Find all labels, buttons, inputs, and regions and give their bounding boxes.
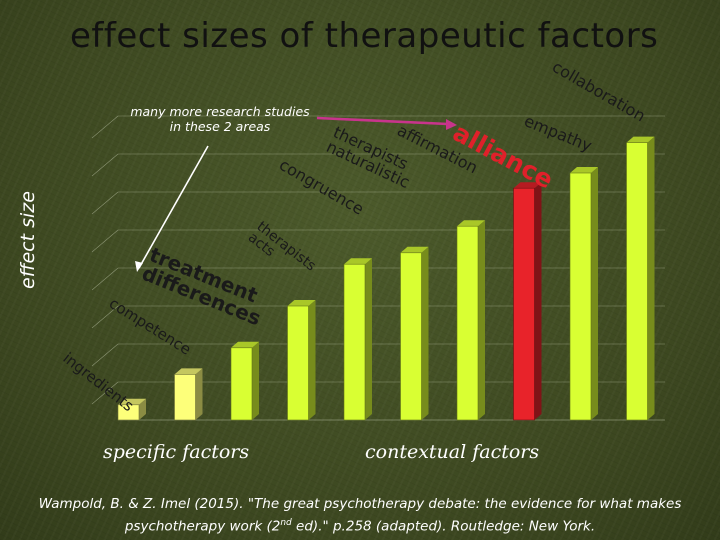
bar-competence (174, 368, 203, 421)
arrow-to-treatment (138, 145, 209, 269)
bar-treatment-differences (230, 341, 259, 421)
bar-label-2: treatmentdifferences (139, 242, 272, 330)
bar-therapists-acts (287, 300, 316, 421)
gridline (91, 115, 119, 139)
bar-therapists-naturalistic (400, 246, 429, 421)
gridline (91, 191, 119, 215)
bar-label-8: empathy (522, 111, 595, 155)
gridline (91, 267, 119, 291)
arrow-to-alliance (316, 116, 449, 126)
gridline (91, 153, 119, 177)
bar-label-3: therapistsacts (245, 219, 319, 286)
arrow-head (446, 119, 457, 130)
bar-empathy (569, 167, 598, 421)
citation: Wampold, B. & Z. Imel (2015). "The great… (38, 496, 682, 535)
gridline (91, 305, 119, 329)
gridline (91, 343, 119, 367)
bar-affirmation (456, 220, 485, 421)
bar-alliance (513, 182, 542, 421)
annotation-arrows (135, 116, 457, 272)
group-label-contextual: contextual factors (365, 441, 540, 463)
bar-ingredients (117, 398, 146, 421)
gridline (91, 381, 119, 405)
bar-label-1: competence (106, 294, 194, 358)
bar-collaboration (626, 136, 655, 421)
page-title: effect sizes of therapeutic factors (70, 16, 659, 56)
bar-label-9: collaboration (549, 57, 649, 126)
group-label-specific: specific factors (103, 441, 250, 463)
annotation-note: many more research studies in these 2 ar… (130, 104, 310, 134)
chart-bars (117, 136, 655, 421)
arrow-head (135, 261, 143, 272)
bar-congruence (343, 258, 372, 421)
gridline (91, 229, 119, 253)
